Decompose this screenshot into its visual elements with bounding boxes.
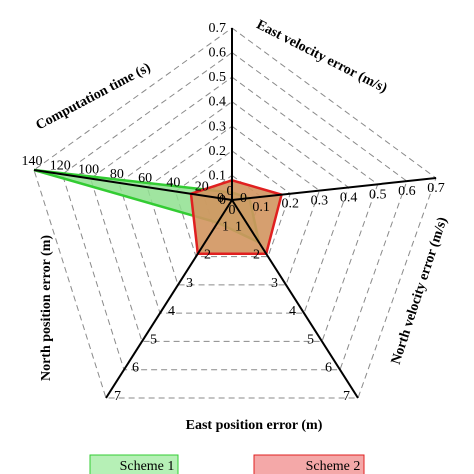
series-layer bbox=[33, 168, 284, 255]
tick-label-north-velocity-6: 0.6 bbox=[398, 184, 416, 199]
tick-labels: 00.10.20.30.40.50.60.70 0.1 0.2 0.3 0.4 0.5 0.… bbox=[22, 21, 445, 404]
grid-ring-2 bbox=[174, 150, 291, 258]
tick-label-east-position-2: 2 bbox=[253, 248, 260, 263]
tick-label-north-velocity-0: 0 bbox=[229, 203, 236, 218]
series-area-2 bbox=[189, 179, 284, 255]
tick-label-north-velocity-1: 0.1 bbox=[252, 200, 270, 215]
tick-label-north-velocity-3: 0.3 bbox=[311, 194, 329, 209]
axis-title-north-velocity: North velocity error (m/s) bbox=[389, 215, 451, 366]
tick-label-north-velocity-7: 0.7 bbox=[427, 181, 445, 196]
tick-label-north-position-0: 0 bbox=[240, 191, 247, 206]
tick-label-north-position-1: 1 bbox=[222, 219, 229, 234]
tick-label-east-velocity-3: 0.3 bbox=[209, 119, 227, 134]
axis-line-east-position bbox=[231, 199, 359, 399]
legend: Scheme 1 Scheme 2 bbox=[89, 454, 365, 474]
axis-title-east-position: East position error (m) bbox=[186, 418, 323, 433]
grid-ring-6 bbox=[61, 51, 408, 371]
axes bbox=[33, 28, 437, 399]
tick-label-east-position-1: 1 bbox=[235, 219, 242, 234]
tick-label-computation-time-0: 0 bbox=[227, 184, 234, 199]
tick-label-north-position-7: 7 bbox=[114, 389, 121, 404]
tick-label-north-position-2: 2 bbox=[204, 248, 211, 263]
tick-label-computation-time-2: 40 bbox=[166, 175, 180, 190]
tick-label-east-velocity-7: 0.7 bbox=[209, 21, 227, 36]
legend-swatch-scheme-1 bbox=[89, 454, 179, 474]
tick-label-east-velocity-4: 0.4 bbox=[209, 95, 227, 110]
legend-swatch-scheme-2 bbox=[253, 454, 365, 474]
tick-label-north-velocity-2: 0.2 bbox=[282, 197, 300, 212]
grid-ring-7 bbox=[33, 27, 437, 399]
axis-line-north-velocity bbox=[231, 177, 437, 201]
tick-label-computation-time-5: 100 bbox=[78, 163, 99, 178]
tick-label-north-position-4: 4 bbox=[168, 304, 175, 319]
tick-label-computation-time-3: 60 bbox=[138, 171, 152, 186]
tick-label-east-position-4: 4 bbox=[289, 304, 296, 319]
tick-label-north-velocity-4: 0.4 bbox=[340, 190, 358, 205]
axis-line-computation-time bbox=[33, 169, 233, 201]
grid bbox=[33, 27, 437, 399]
axis-line-north-position bbox=[105, 199, 233, 399]
tick-label-computation-time-4: 80 bbox=[110, 167, 124, 182]
tick-label-east-velocity-6: 0.6 bbox=[209, 46, 227, 61]
tick-label-east-position-0: 0 bbox=[217, 191, 224, 206]
grid-ring-3 bbox=[146, 125, 321, 286]
tick-label-east-position-5: 5 bbox=[307, 332, 314, 347]
axis-title-east-velocity: East velocity error (m/s) bbox=[254, 17, 390, 96]
tick-label-east-position-7: 7 bbox=[343, 389, 350, 404]
tick-label-east-velocity-5: 0.5 bbox=[209, 70, 227, 85]
tick-label-computation-time-6: 120 bbox=[50, 158, 71, 173]
grid-ring-4 bbox=[118, 101, 350, 314]
tick-label-north-position-6: 6 bbox=[132, 361, 139, 376]
tick-label-computation-time-1: 20 bbox=[195, 180, 209, 195]
tick-label-north-velocity-5: 0.5 bbox=[369, 187, 387, 202]
legend-label-scheme-1: Scheme 1 bbox=[120, 459, 175, 474]
tick-label-computation-time-7: 140 bbox=[22, 154, 43, 169]
tick-label-east-position-6: 6 bbox=[325, 361, 332, 376]
tick-label-north-position-5: 5 bbox=[150, 332, 157, 347]
legend-label-scheme-2: Scheme 2 bbox=[306, 459, 361, 474]
tick-label-east-velocity-2: 0.2 bbox=[209, 144, 227, 159]
tick-label-north-position-3: 3 bbox=[186, 276, 193, 291]
grid-ring-5 bbox=[89, 76, 379, 342]
tick-label-east-velocity-0: 0 bbox=[219, 193, 226, 208]
tick-label-east-position-3: 3 bbox=[271, 276, 278, 291]
tick-label-east-velocity-1: 0.1 bbox=[209, 168, 227, 183]
axis-title-north-position: North position error (m) bbox=[39, 235, 54, 381]
